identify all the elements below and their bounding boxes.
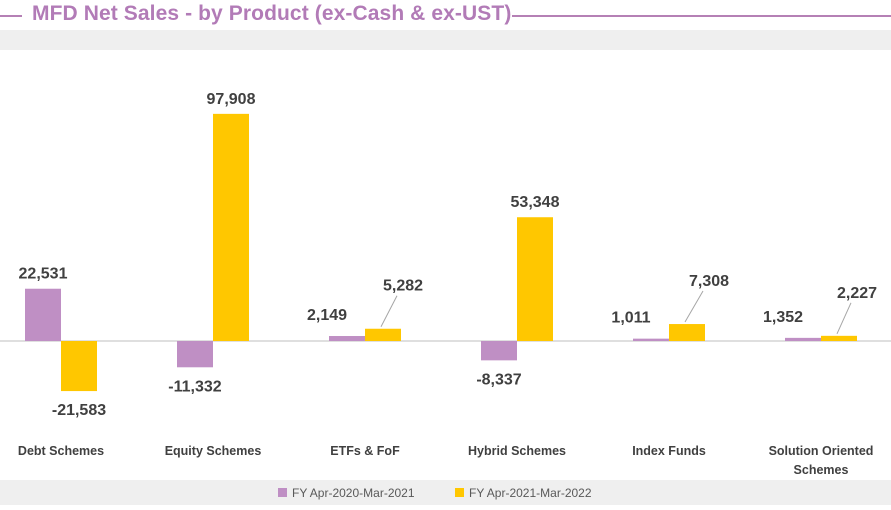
bar-2-4 (517, 217, 553, 341)
legend-label: FY Apr-2020-Mar-2021 (292, 486, 415, 500)
top-band (0, 30, 891, 50)
data-label: 97,908 (207, 91, 256, 108)
category-label: ETFs & FoF (330, 444, 400, 458)
category-label: Index Funds (632, 444, 706, 458)
category-label: Hybrid Schemes (468, 444, 566, 458)
legend-swatch (455, 488, 464, 497)
bar-2-3 (365, 328, 401, 341)
data-label: 22,531 (19, 266, 68, 283)
data-label: 7,308 (689, 273, 729, 290)
data-label: 1,011 (611, 310, 650, 327)
data-label: 5,282 (383, 278, 423, 295)
data-label: -11,332 (168, 378, 221, 395)
label-leader-line (684, 290, 704, 323)
bar-2-1 (61, 341, 97, 392)
chart-area: 22,531 -21,583 Debt Schemes -11,332 97,908 Eq… (0, 50, 891, 480)
legend-label: FY Apr-2021-Mar-2022 (469, 486, 592, 500)
data-label: 1,352 (763, 309, 803, 326)
title-rule-left (0, 15, 22, 17)
chart-legend: FY Apr-2020-Mar-2021 FY Apr-2021-Mar-2022 (278, 486, 592, 500)
category-label: Equity Schemes (165, 444, 262, 458)
bar-chart: 22,531 -21,583 Debt Schemes -11,332 97,908 Eq… (0, 91, 891, 477)
bar-1-6 (785, 337, 821, 341)
legend-band: FY Apr-2020-Mar-2021 FY Apr-2021-Mar-2022 (0, 480, 891, 505)
bar-1-2 (177, 341, 213, 368)
category-label: Schemes (794, 463, 849, 477)
label-leader-line (836, 302, 852, 335)
data-label: 2,149 (307, 307, 347, 324)
data-label: -21,583 (52, 402, 106, 419)
bar-2-6 (821, 335, 857, 341)
category-label: Solution Oriented (769, 444, 874, 458)
bar-1-5 (633, 338, 669, 341)
page-title: MFD Net Sales - by Product (ex-Cash & ex… (32, 2, 512, 25)
data-label: 53,348 (511, 194, 560, 211)
title-rule-right (512, 15, 891, 17)
label-leader-line (380, 295, 398, 327)
data-label: -8,337 (476, 371, 521, 388)
bar-1-1 (25, 288, 61, 341)
bar-2-5 (669, 324, 705, 341)
legend-swatch (278, 488, 287, 497)
bar-1-3 (329, 336, 365, 341)
category-label: Debt Schemes (18, 444, 104, 458)
bar-2-2 (213, 113, 249, 341)
bar-1-4 (481, 341, 517, 361)
data-label: 2,227 (837, 285, 877, 302)
title-bar: MFD Net Sales - by Product (ex-Cash & ex… (0, 0, 891, 30)
